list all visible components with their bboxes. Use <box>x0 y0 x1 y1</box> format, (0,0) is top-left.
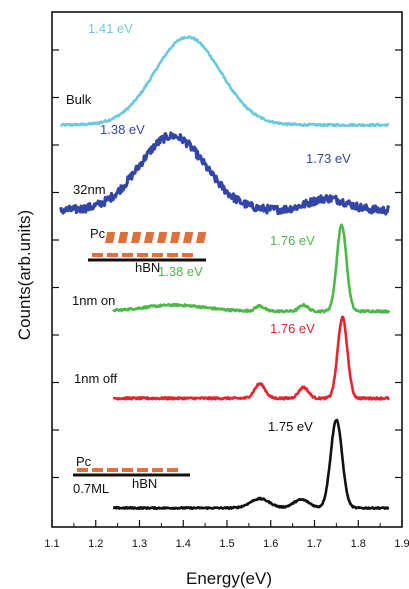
x-axis-title: Energy(eV) <box>186 569 272 588</box>
x-tick-label-6: 1.7 <box>307 538 322 550</box>
molecule-bottom-1-4 <box>137 468 148 472</box>
annotation-0-7ml-peak: 1.75 eV <box>268 419 313 434</box>
curve-1nm-off <box>112 315 390 401</box>
x-tick-label-5: 1.6 <box>263 538 278 550</box>
annotation-bulk-peak: 1.41 eV <box>88 21 133 36</box>
structure-insets: Pc hBN Pc hBN <box>73 226 207 491</box>
x-tick-label-0: 1.1 <box>44 538 59 550</box>
inset-substrate-label-1: hBN <box>132 476 157 491</box>
molecule-bottom-1-3 <box>122 468 133 472</box>
series-label-1nm-on: 1nm on <box>72 293 115 308</box>
molecule-bottom-0-2 <box>122 253 133 257</box>
series-label-1nm-off: 1nm off <box>74 371 118 386</box>
molecule-tilted-0-2 <box>130 232 142 243</box>
annotation-1nm-off-peak: 1.76 eV <box>270 321 315 336</box>
x-tick-label-1: 1.2 <box>88 538 103 550</box>
molecule-bottom-0-5 <box>167 253 178 257</box>
x-tick-label-7: 1.8 <box>351 538 366 550</box>
annotation-1nm-on-peak-high: 1.76 eV <box>270 233 315 248</box>
curve-1nm-on <box>112 223 391 314</box>
series-label-0-7ml: 0.7ML <box>73 481 109 496</box>
x-tick-label-4: 1.5 <box>219 538 234 550</box>
molecule-tilted-0-1 <box>117 232 129 243</box>
molecule-bottom-0-0 <box>92 253 103 257</box>
curve-0-7ml <box>112 418 390 510</box>
plot-border <box>51 11 403 528</box>
molecule-bottom-1-1 <box>92 468 103 472</box>
inset-substrate-label-0: hBN <box>135 260 160 275</box>
plot-frame: 1.1 1.2 1.3 1.4 1.5 1.6 1.7 1.8 1.9 <box>44 11 409 550</box>
molecule-bottom-0-6 <box>182 253 193 257</box>
molecule-bottom-0-4 <box>152 253 163 257</box>
x-tick-label-3: 1.4 <box>176 538 191 550</box>
spectra-curves <box>59 35 391 510</box>
molecule-bottom-1-6 <box>167 468 178 472</box>
inset-molecule-label-1: Pc <box>76 454 92 469</box>
curve-bulk <box>59 35 390 128</box>
molecule-tilted-0-0 <box>104 232 116 243</box>
annotation-32nm-peak-2: 1.73 eV <box>306 151 351 166</box>
series-label-32nm: 32nm <box>73 182 106 197</box>
molecule-bottom-0-3 <box>137 253 148 257</box>
inset-molecule-label-0: Pc <box>90 226 106 241</box>
molecule-tilted-0-7 <box>195 232 207 243</box>
annotation-32nm-peak-1: 1.38 eV <box>100 122 145 137</box>
molecule-tilted-0-6 <box>182 232 194 243</box>
molecule-bottom-1-0 <box>77 468 88 472</box>
inset-1: Pc hBN <box>73 454 190 491</box>
x-tick-label-2: 1.3 <box>132 538 147 550</box>
molecule-tilted-0-3 <box>143 232 155 243</box>
inset-0: Pc hBN <box>88 226 207 275</box>
molecule-bottom-0-1 <box>107 253 118 257</box>
molecule-tilted-0-4 <box>156 232 168 243</box>
molecule-bottom-1-2 <box>107 468 118 472</box>
series-label-bulk: Bulk <box>66 92 92 107</box>
x-tick-label-8: 1.9 <box>394 538 409 550</box>
molecule-bottom-1-5 <box>152 468 163 472</box>
curve-32nm <box>59 131 391 216</box>
annotation-1nm-on-peak-low: 1.38 eV <box>158 264 203 279</box>
molecule-tilted-0-5 <box>169 232 181 243</box>
y-axis-title: Counts(arb.units) <box>15 210 34 340</box>
